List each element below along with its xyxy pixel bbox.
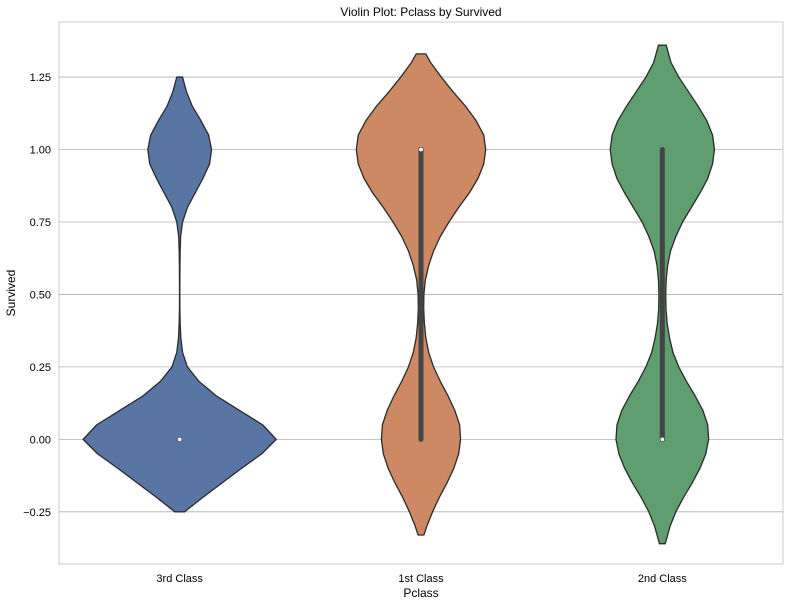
x-tick-label: 2nd Class	[638, 573, 687, 585]
x-tick-label: 1st Class	[398, 573, 444, 585]
violin-median-marker	[177, 436, 183, 442]
y-axis-label: Survived	[4, 270, 18, 317]
y-tick-label: 0.25	[30, 362, 51, 374]
y-tick-label: 0.75	[30, 217, 51, 229]
chart-title: Violin Plot: Pclass by Survived	[340, 5, 501, 19]
violin-median-marker	[418, 147, 424, 153]
x-tick-label: 3rd Class	[156, 573, 203, 585]
y-tick-label: 1.25	[30, 72, 51, 84]
y-tick-label: 0.50	[30, 289, 51, 301]
violin-median-marker	[659, 436, 665, 442]
y-tick-label: 1.00	[30, 145, 51, 157]
y-tick-label: −0.25	[23, 507, 51, 519]
x-axis-label: Pclass	[403, 586, 438, 600]
violin-body	[82, 76, 277, 513]
y-tick-label: 0.00	[30, 434, 51, 446]
